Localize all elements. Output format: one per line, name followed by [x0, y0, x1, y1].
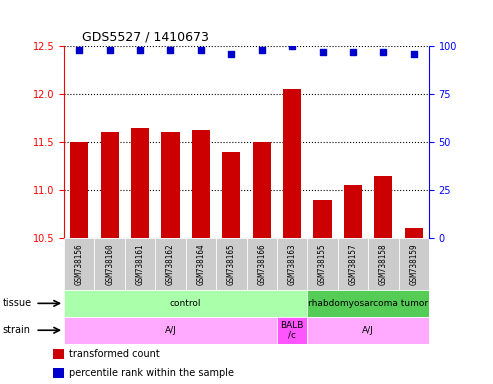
Point — [258, 47, 266, 53]
FancyBboxPatch shape — [398, 238, 429, 290]
Bar — [54, 368, 64, 378]
Point — [197, 47, 205, 53]
FancyBboxPatch shape — [307, 317, 429, 344]
Text: GSM738165: GSM738165 — [227, 243, 236, 285]
Bar — [101, 132, 119, 238]
Text: GSM738161: GSM738161 — [136, 243, 144, 285]
Text: transformed count: transformed count — [70, 349, 160, 359]
Point — [410, 51, 418, 57]
Text: BALB
/c: BALB /c — [281, 321, 304, 340]
FancyBboxPatch shape — [307, 238, 338, 290]
Bar — [161, 132, 179, 238]
Text: GSM738160: GSM738160 — [105, 243, 114, 285]
Bar — [283, 89, 301, 238]
Point — [227, 51, 235, 57]
FancyBboxPatch shape — [307, 290, 429, 317]
Bar — [70, 142, 88, 238]
Text: GSM738157: GSM738157 — [349, 243, 357, 285]
Point — [106, 47, 113, 53]
FancyBboxPatch shape — [95, 238, 125, 290]
FancyBboxPatch shape — [155, 238, 186, 290]
Bar — [314, 200, 332, 238]
Point — [318, 49, 326, 55]
FancyBboxPatch shape — [64, 290, 307, 317]
Text: A/J: A/J — [362, 326, 374, 335]
FancyBboxPatch shape — [368, 238, 398, 290]
Text: GSM738164: GSM738164 — [196, 243, 206, 285]
Point — [75, 47, 83, 53]
Point — [349, 49, 357, 55]
Point — [288, 43, 296, 49]
Text: GSM738158: GSM738158 — [379, 243, 388, 285]
Text: GSM738156: GSM738156 — [75, 243, 84, 285]
Point — [136, 47, 144, 53]
FancyBboxPatch shape — [338, 238, 368, 290]
Text: GSM738163: GSM738163 — [287, 243, 297, 285]
Text: strain: strain — [2, 325, 31, 335]
Text: A/J: A/J — [165, 326, 176, 335]
Bar — [192, 129, 210, 238]
FancyBboxPatch shape — [277, 238, 307, 290]
FancyBboxPatch shape — [216, 238, 246, 290]
Text: GDS5527 / 1410673: GDS5527 / 1410673 — [82, 30, 209, 43]
Text: percentile rank within the sample: percentile rank within the sample — [70, 368, 234, 378]
Point — [167, 47, 175, 53]
Bar — [374, 175, 392, 238]
Text: tissue: tissue — [2, 298, 32, 308]
Text: GSM738155: GSM738155 — [318, 243, 327, 285]
Text: control: control — [170, 299, 202, 308]
Text: GSM738162: GSM738162 — [166, 243, 175, 285]
Bar — [54, 349, 64, 359]
FancyBboxPatch shape — [186, 238, 216, 290]
Text: GSM738166: GSM738166 — [257, 243, 266, 285]
FancyBboxPatch shape — [125, 238, 155, 290]
FancyBboxPatch shape — [246, 238, 277, 290]
FancyBboxPatch shape — [64, 238, 95, 290]
Bar — [222, 152, 241, 238]
Bar — [405, 228, 423, 238]
FancyBboxPatch shape — [64, 317, 277, 344]
Bar — [252, 142, 271, 238]
Text: GSM738159: GSM738159 — [409, 243, 418, 285]
Bar — [344, 185, 362, 238]
FancyBboxPatch shape — [277, 317, 307, 344]
Text: rhabdomyosarcoma tumor: rhabdomyosarcoma tumor — [308, 299, 428, 308]
Point — [380, 49, 387, 55]
Bar — [131, 127, 149, 238]
